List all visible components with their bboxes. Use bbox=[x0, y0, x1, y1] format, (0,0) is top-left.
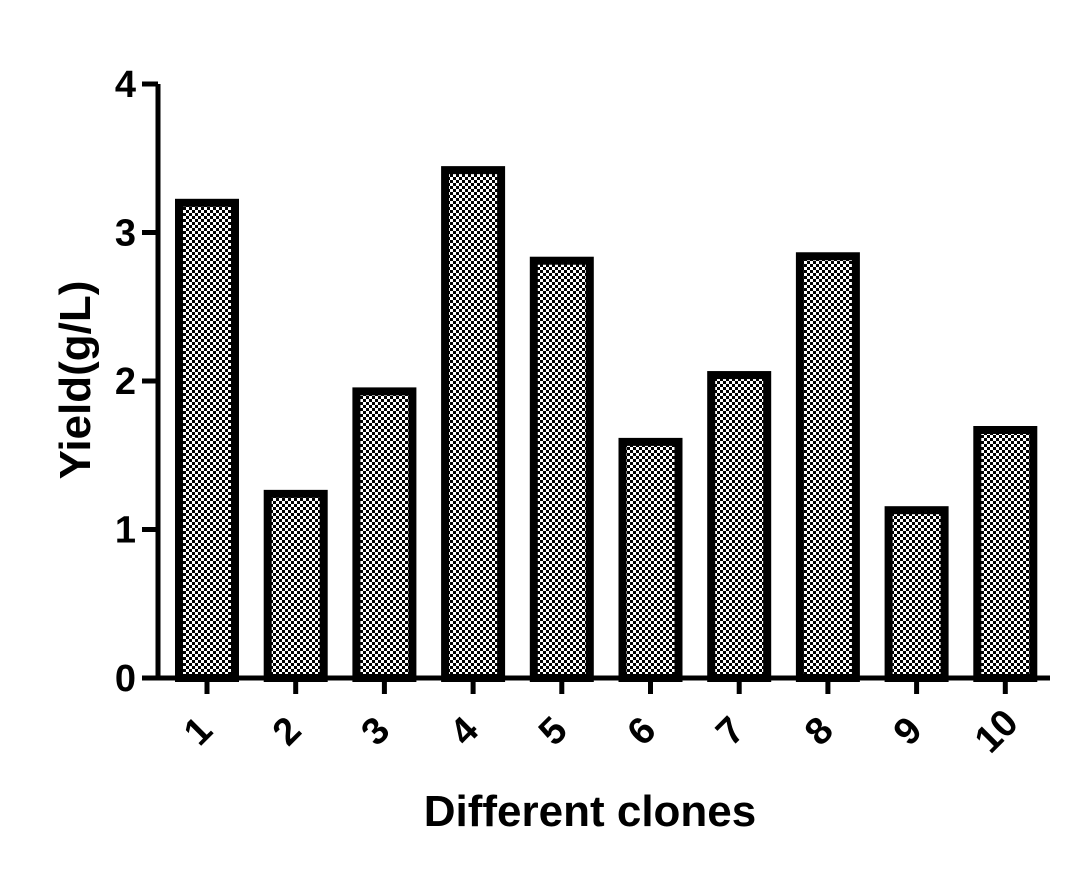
x-tick-label-3: 3 bbox=[354, 709, 399, 754]
y-axis-title: Yield(g/L) bbox=[51, 281, 100, 480]
bar-clone-4 bbox=[441, 166, 506, 682]
y-tick-label: 4 bbox=[115, 64, 136, 106]
x-tick-label-1: 1 bbox=[176, 709, 221, 754]
bar-clone-2 bbox=[263, 489, 328, 682]
y-ticks-group: 0 1 2 3 4 bbox=[115, 64, 158, 700]
y-tick-label: 2 bbox=[115, 361, 136, 403]
y-tick-label: 1 bbox=[115, 510, 136, 552]
bar-clone-10 bbox=[973, 426, 1038, 682]
y-tick-label: 0 bbox=[115, 658, 136, 700]
bar-clone-5 bbox=[529, 256, 594, 682]
x-tick-label-8: 8 bbox=[797, 709, 842, 754]
x-axis-title: Different clones bbox=[424, 787, 757, 836]
bar-clone-7 bbox=[707, 371, 772, 682]
x-tick-label-10: 10 bbox=[967, 702, 1027, 762]
bar-clone-3 bbox=[352, 387, 417, 682]
x-tick-label-6: 6 bbox=[620, 709, 665, 754]
bar-clone-8 bbox=[795, 252, 860, 682]
bars-group bbox=[175, 166, 1038, 683]
bar-clone-9 bbox=[884, 506, 949, 682]
x-tick-label-5: 5 bbox=[531, 709, 576, 754]
bar-clone-1 bbox=[175, 198, 239, 683]
y-tick-label: 3 bbox=[115, 213, 136, 255]
x-ticks-group: 1 2 3 4 5 6 7 8 9 10 bbox=[176, 678, 1027, 762]
x-tick-label-9: 9 bbox=[886, 709, 931, 754]
bar-clone-6 bbox=[618, 437, 683, 683]
x-tick-label-2: 2 bbox=[265, 709, 310, 754]
x-tick-label-7: 7 bbox=[708, 709, 753, 754]
x-tick-label-4: 4 bbox=[442, 709, 487, 754]
